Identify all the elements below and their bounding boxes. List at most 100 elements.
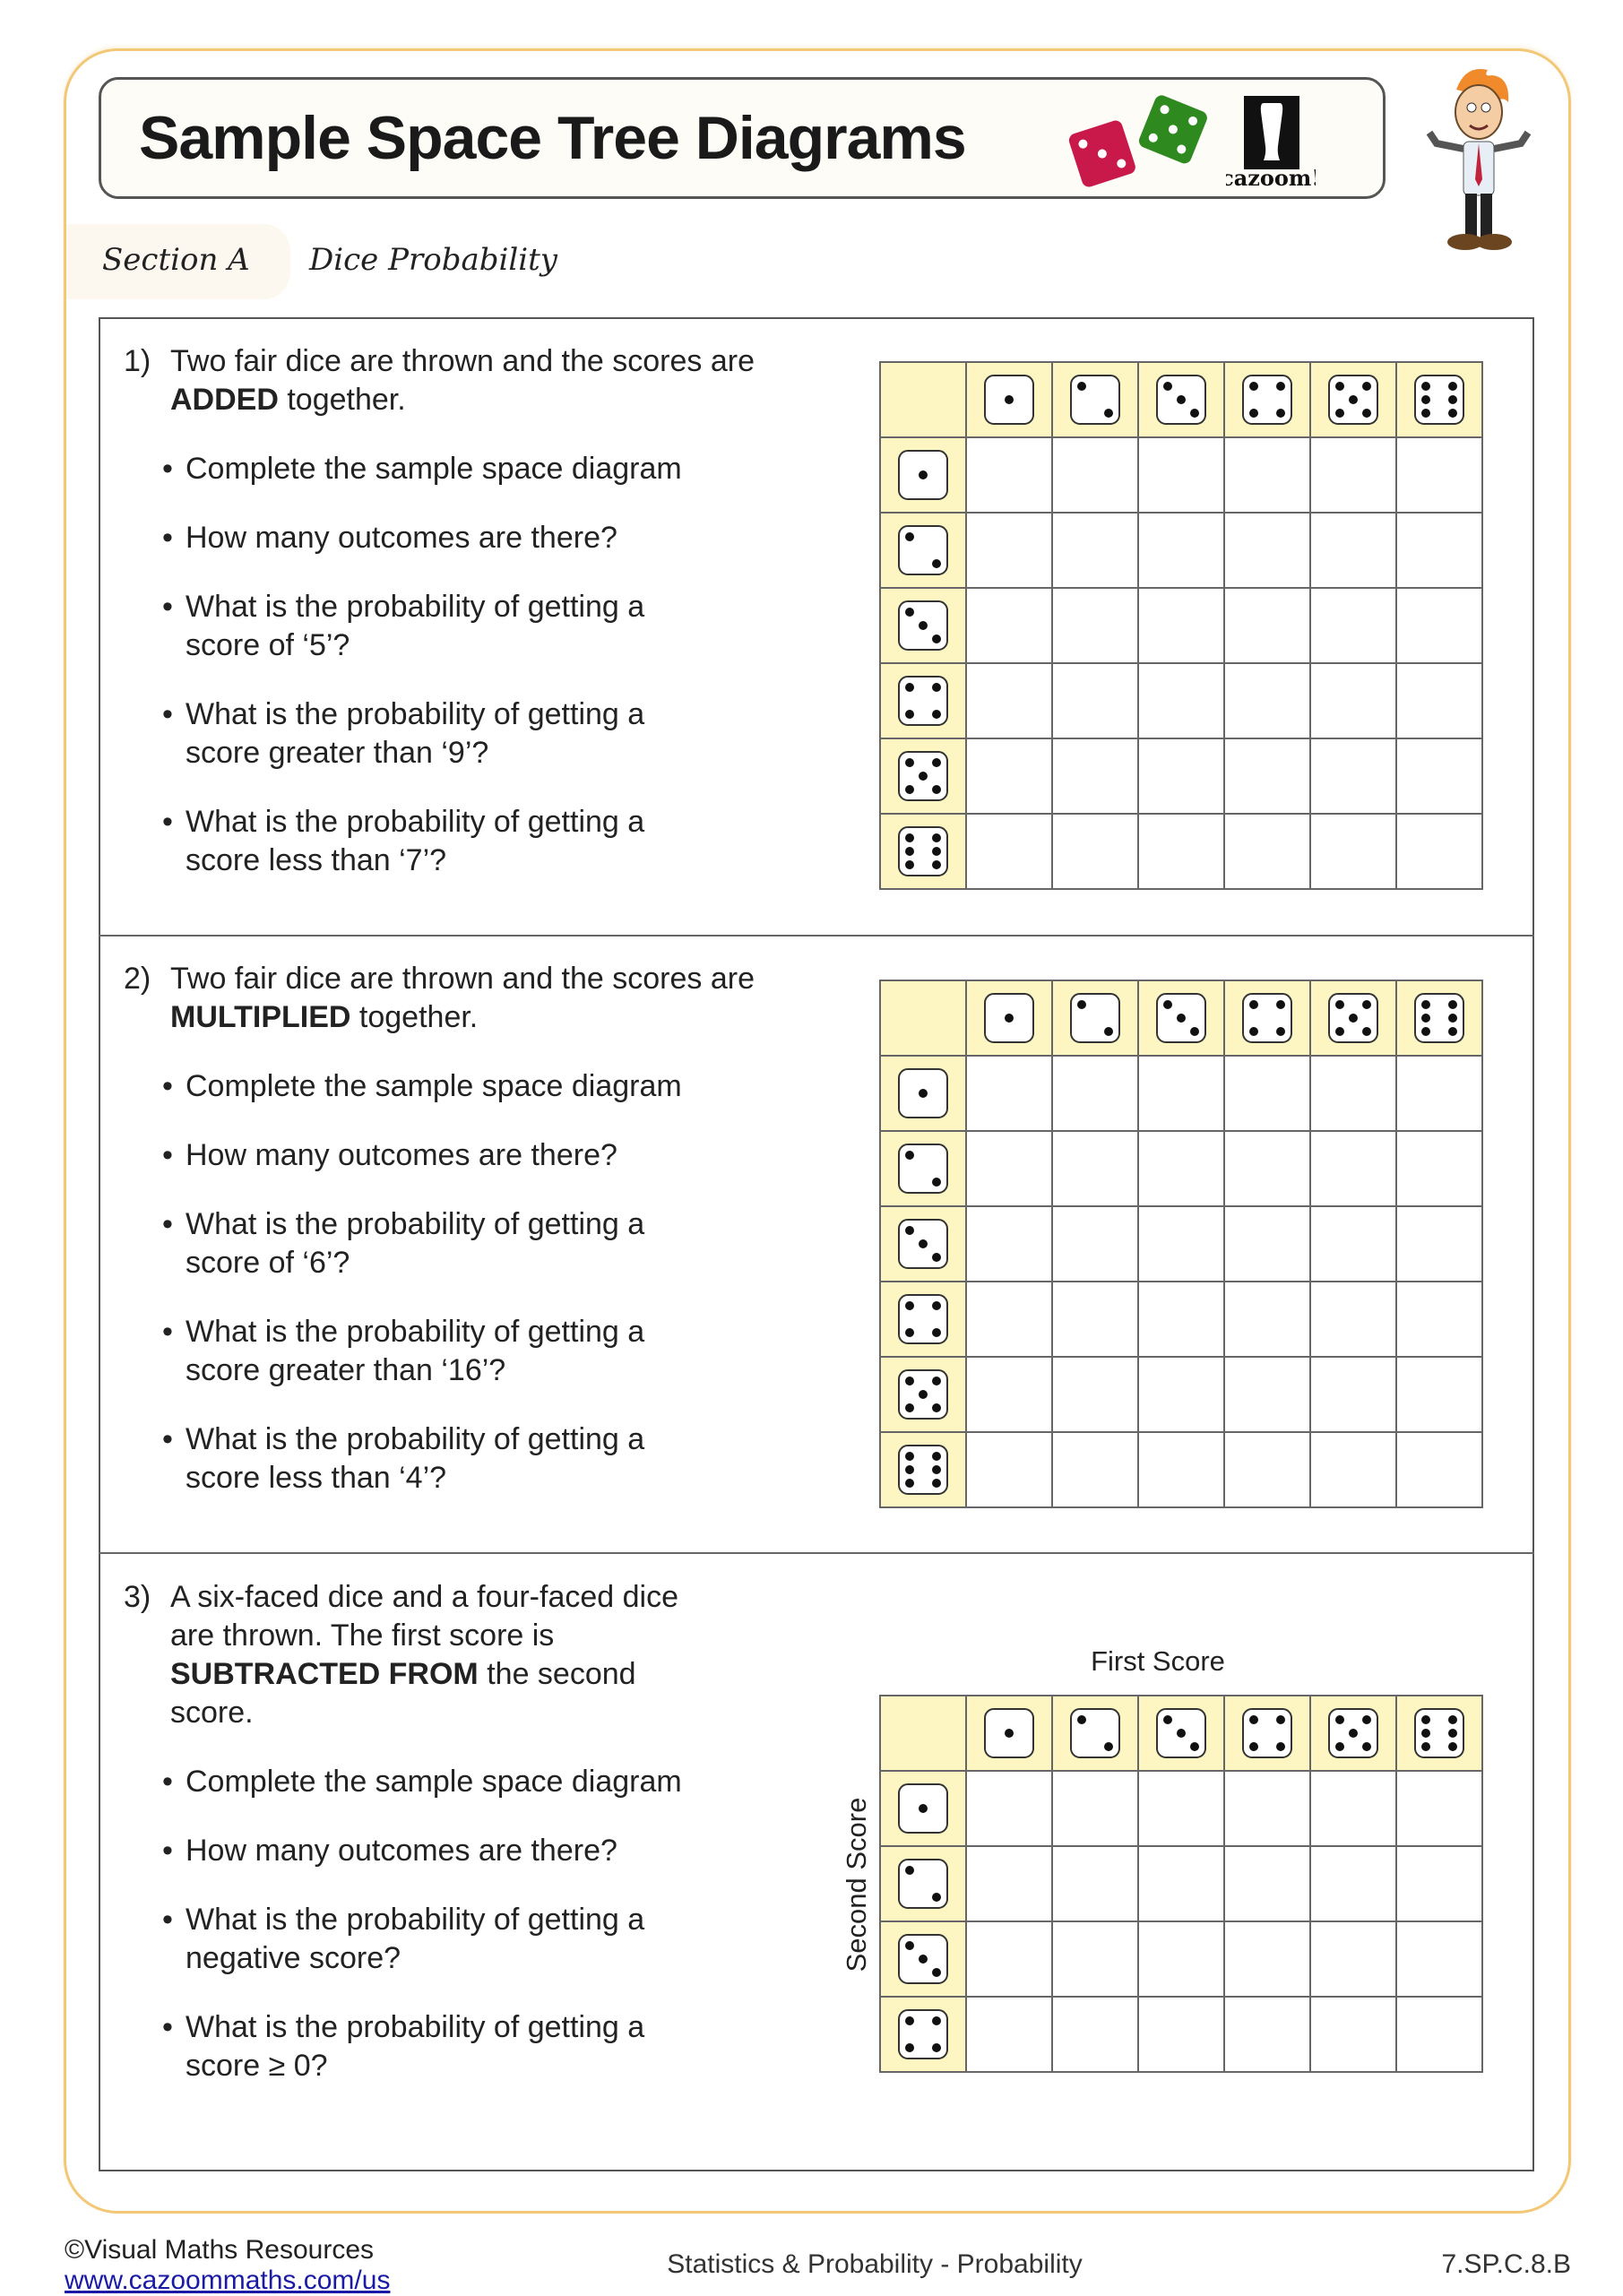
- row-header-cell: [879, 1205, 967, 1282]
- answer-cell[interactable]: [1223, 1205, 1311, 1282]
- answer-cell[interactable]: [1051, 1281, 1139, 1358]
- answer-cell[interactable]: [1309, 813, 1397, 890]
- website-link[interactable]: www.cazoommaths.com/us: [65, 2266, 391, 2295]
- answer-cell[interactable]: [1137, 1921, 1225, 1998]
- answer-cell[interactable]: [965, 1845, 1053, 1922]
- answer-cell[interactable]: [1395, 1921, 1483, 1998]
- answer-cell[interactable]: [965, 1431, 1053, 1508]
- answer-cell[interactable]: [1137, 1130, 1225, 1207]
- answer-cell[interactable]: [1051, 1356, 1139, 1433]
- answer-cell[interactable]: [1395, 1996, 1483, 2073]
- answer-cell[interactable]: [1395, 813, 1483, 890]
- answer-cell[interactable]: [1309, 1205, 1397, 1282]
- answer-cell[interactable]: [1051, 1205, 1139, 1282]
- answer-cell[interactable]: [1137, 738, 1225, 815]
- answer-cell[interactable]: [965, 436, 1053, 514]
- answer-cell[interactable]: [965, 738, 1053, 815]
- answer-cell[interactable]: [1395, 587, 1483, 664]
- answer-cell[interactable]: [1051, 1770, 1139, 1847]
- answer-cell[interactable]: [1051, 1055, 1139, 1132]
- answer-cell[interactable]: [1223, 1845, 1311, 1922]
- answer-cell[interactable]: [1223, 662, 1311, 739]
- answer-cell[interactable]: [1051, 512, 1139, 589]
- answer-cell[interactable]: [965, 1996, 1053, 2073]
- answer-cell[interactable]: [1395, 738, 1483, 815]
- answer-cell[interactable]: [1223, 512, 1311, 589]
- answer-cell[interactable]: [1137, 1281, 1225, 1358]
- answer-cell[interactable]: [965, 1205, 1053, 1282]
- answer-cell[interactable]: [1137, 1205, 1225, 1282]
- answer-cell[interactable]: [1309, 1770, 1397, 1847]
- answer-cell[interactable]: [965, 1770, 1053, 1847]
- answer-cell[interactable]: [1223, 1770, 1311, 1847]
- answer-cell[interactable]: [1051, 1130, 1139, 1207]
- answer-cell[interactable]: [1137, 1770, 1225, 1847]
- answer-cell[interactable]: [1309, 512, 1397, 589]
- answer-cell[interactable]: [965, 813, 1053, 890]
- answer-cell[interactable]: [1309, 1356, 1397, 1433]
- answer-cell[interactable]: [965, 1055, 1053, 1132]
- answer-cell[interactable]: [1395, 1130, 1483, 1207]
- answer-cell[interactable]: [1051, 436, 1139, 514]
- die-face-2-icon: [898, 1144, 948, 1194]
- answer-cell[interactable]: [1309, 738, 1397, 815]
- answer-cell[interactable]: [1051, 738, 1139, 815]
- answer-cell[interactable]: [1395, 662, 1483, 739]
- answer-cell[interactable]: [1223, 738, 1311, 815]
- answer-cell[interactable]: [1137, 1055, 1225, 1132]
- answer-cell[interactable]: [1051, 587, 1139, 664]
- answer-cell[interactable]: [965, 1921, 1053, 1998]
- answer-cell[interactable]: [1223, 1281, 1311, 1358]
- answer-cell[interactable]: [1395, 1356, 1483, 1433]
- answer-cell[interactable]: [1309, 436, 1397, 514]
- answer-cell[interactable]: [1395, 1281, 1483, 1358]
- answer-cell[interactable]: [1223, 587, 1311, 664]
- answer-cell[interactable]: [1223, 1130, 1311, 1207]
- answer-cell[interactable]: [1051, 1996, 1139, 2073]
- answer-cell[interactable]: [1223, 436, 1311, 514]
- answer-cell[interactable]: [1051, 1845, 1139, 1922]
- answer-cell[interactable]: [965, 1130, 1053, 1207]
- answer-cell[interactable]: [1309, 1130, 1397, 1207]
- answer-cell[interactable]: [1395, 1205, 1483, 1282]
- answer-cell[interactable]: [1309, 1431, 1397, 1508]
- answer-cell[interactable]: [1137, 1845, 1225, 1922]
- answer-cell[interactable]: [1309, 1921, 1397, 1998]
- answer-cell[interactable]: [1223, 1356, 1311, 1433]
- answer-cell[interactable]: [1137, 587, 1225, 664]
- answer-cell[interactable]: [1309, 1845, 1397, 1922]
- answer-cell[interactable]: [1395, 1845, 1483, 1922]
- answer-cell[interactable]: [965, 1356, 1053, 1433]
- answer-cell[interactable]: [1137, 512, 1225, 589]
- answer-cell[interactable]: [1223, 1055, 1311, 1132]
- answer-cell[interactable]: [1309, 662, 1397, 739]
- answer-cell[interactable]: [1051, 813, 1139, 890]
- answer-cell[interactable]: [1223, 1921, 1311, 1998]
- answer-cell[interactable]: [1051, 1431, 1139, 1508]
- answer-cell[interactable]: [1051, 1921, 1139, 1998]
- answer-cell[interactable]: [965, 1281, 1053, 1358]
- answer-cell[interactable]: [1137, 1431, 1225, 1508]
- answer-cell[interactable]: [965, 512, 1053, 589]
- answer-cell[interactable]: [965, 662, 1053, 739]
- answer-cell[interactable]: [1137, 1356, 1225, 1433]
- answer-cell[interactable]: [1223, 813, 1311, 890]
- answer-cell[interactable]: [1395, 1055, 1483, 1132]
- answer-cell[interactable]: [1309, 1996, 1397, 2073]
- die-pip: [1177, 1014, 1186, 1023]
- answer-cell[interactable]: [965, 587, 1053, 664]
- answer-cell[interactable]: [1223, 1996, 1311, 2073]
- answer-cell[interactable]: [1051, 662, 1139, 739]
- answer-cell[interactable]: [1309, 1055, 1397, 1132]
- answer-cell[interactable]: [1395, 1431, 1483, 1508]
- answer-cell[interactable]: [1309, 587, 1397, 664]
- answer-cell[interactable]: [1309, 1281, 1397, 1358]
- answer-cell[interactable]: [1137, 1996, 1225, 2073]
- answer-cell[interactable]: [1137, 436, 1225, 514]
- answer-cell[interactable]: [1137, 662, 1225, 739]
- answer-cell[interactable]: [1395, 436, 1483, 514]
- answer-cell[interactable]: [1395, 1770, 1483, 1847]
- answer-cell[interactable]: [1137, 813, 1225, 890]
- answer-cell[interactable]: [1223, 1431, 1311, 1508]
- answer-cell[interactable]: [1395, 512, 1483, 589]
